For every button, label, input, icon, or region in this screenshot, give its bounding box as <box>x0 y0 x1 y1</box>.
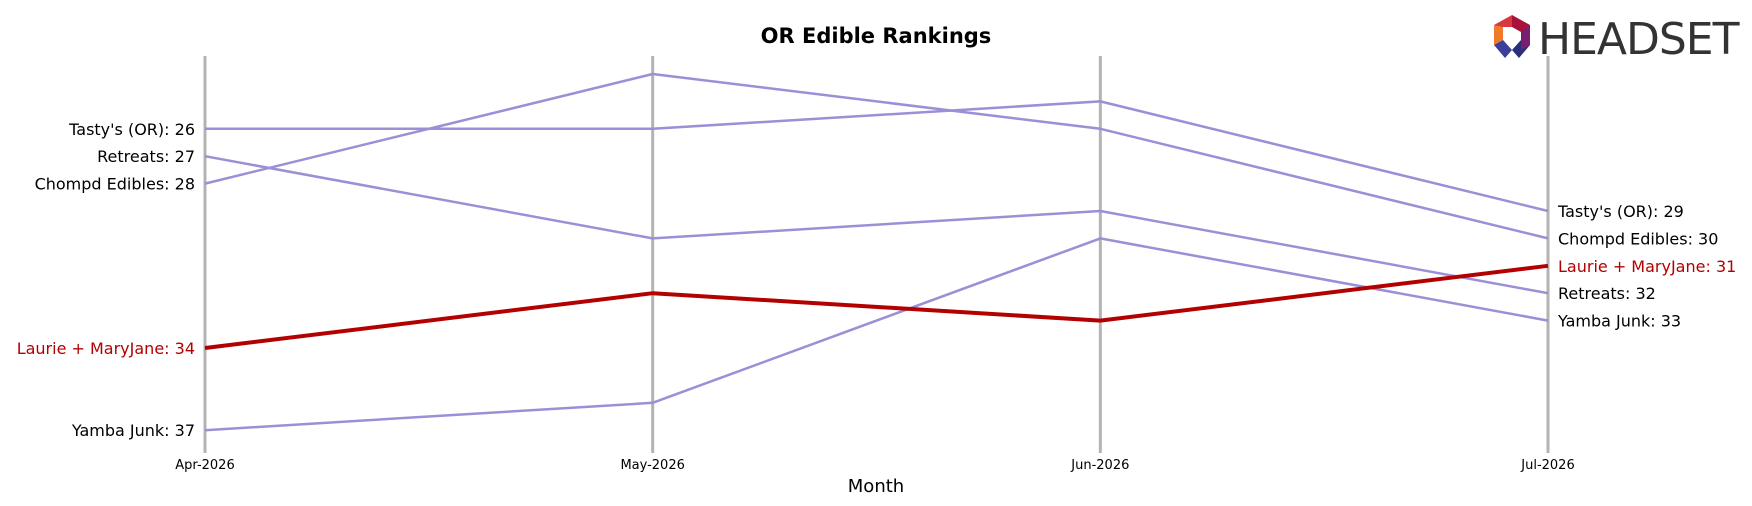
start-label-yamba-junk: Yamba Junk: 37 <box>71 421 195 440</box>
x-tick-jul-2026: Jul-2026 <box>1520 458 1574 473</box>
chart-title: OR Edible Rankings <box>761 24 992 48</box>
series-line-yamba-junk <box>204 237 1549 432</box>
headset-hexagon-logo-icon <box>1494 15 1530 58</box>
start-label-laurie-maryjane: Laurie + MaryJane: 34 <box>17 339 195 358</box>
end-label-yamba-junk: Yamba Junk: 33 <box>1557 312 1681 331</box>
x-tick-may-2026: May-2026 <box>620 458 684 473</box>
start-label-tasty-s-or: Tasty's (OR): 26 <box>68 120 195 139</box>
series-labels: Tasty's (OR): 26 Tasty's (OR): 29 Retreats… <box>17 120 1737 440</box>
end-label-laurie-maryjane: Laurie + MaryJane: 31 <box>1558 257 1736 276</box>
x-axis-label: Month <box>848 476 904 497</box>
end-label-chompd-edibles: Chompd Edibles: 30 <box>1558 229 1718 248</box>
logo-text: HEADSET <box>1538 14 1740 65</box>
x-tick-jun-2026: Jun-2026 <box>1070 458 1129 473</box>
x-tick-apr-2026: Apr-2026 <box>175 458 234 473</box>
series-line-retreats <box>204 154 1549 295</box>
headset-logo: HEADSET <box>1494 14 1741 65</box>
start-label-chompd-edibles: Chompd Edibles: 28 <box>35 175 195 194</box>
end-label-retreats: Retreats: 32 <box>1558 284 1656 303</box>
start-label-retreats: Retreats: 27 <box>97 147 195 166</box>
series-line-laurie-maryjane <box>204 263 1549 350</box>
end-label-tasty-s-or: Tasty's (OR): 29 <box>1557 202 1684 221</box>
x-tick-labels: Apr-2026 May-2026 Jun-2026 Jul-2026 <box>175 458 1574 473</box>
series-line-chompd-edibles <box>204 72 1549 240</box>
series-line-tasty-s-or <box>205 100 1549 213</box>
vertical-gridlines <box>203 56 1550 453</box>
series-lines <box>204 72 1549 432</box>
